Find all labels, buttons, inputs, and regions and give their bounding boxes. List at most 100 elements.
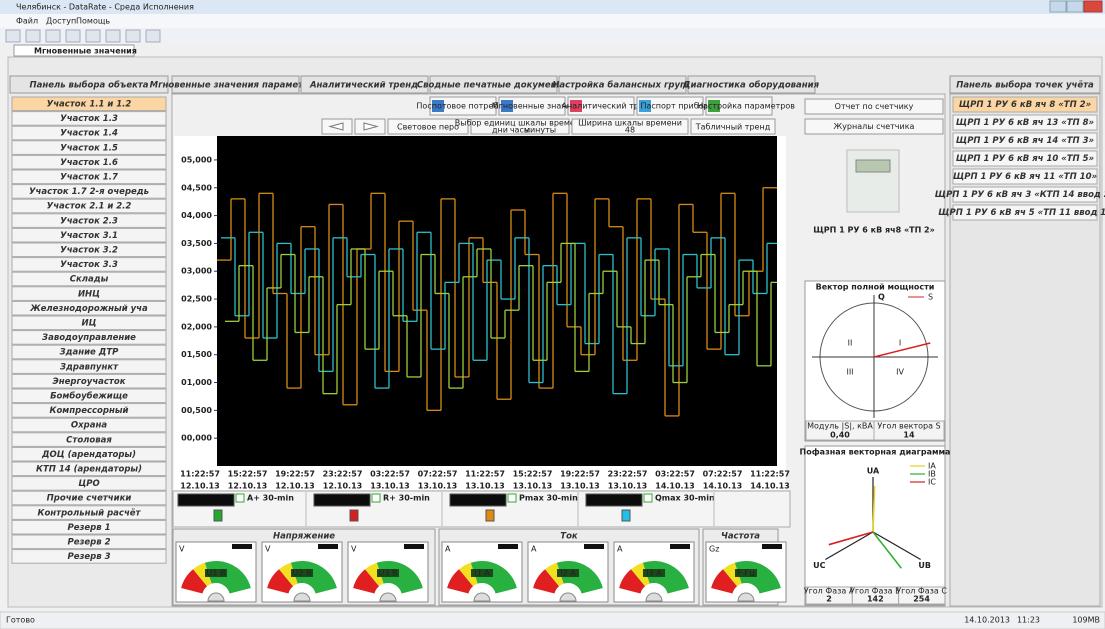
object-item-label: Здравпункт <box>60 362 119 372</box>
angle-value: 14 <box>903 431 915 440</box>
gauge-label: U1 В <box>207 569 226 578</box>
x-tick-date: 12.10.13 <box>323 482 362 491</box>
channel-checkbox <box>236 494 244 502</box>
x-tick-date: 14.10.13 <box>703 482 742 491</box>
meter-item-label: ЩРП 1 РУ 6 кВ яч 5 «ТП 11 ввод 1» <box>938 208 1105 218</box>
status-text: Готово <box>6 616 35 625</box>
object-item-label: Участок 3.3 <box>60 260 118 270</box>
gauge-label: I3 А <box>646 569 662 578</box>
toolbar <box>0 28 1105 44</box>
object-item-label: Резерв 3 <box>67 552 110 562</box>
meter-button-label: Журналы счетчика <box>834 122 915 131</box>
toolbar-button[interactable] <box>26 30 40 42</box>
x-tick-date: 13.10.13 <box>513 482 552 491</box>
quadrant-label: IV <box>896 368 904 377</box>
object-item-label: Участок 1.6 <box>60 158 118 168</box>
power-vector-title: Вектор полной мощности <box>816 283 935 292</box>
phase-angle-value: 142 <box>867 595 884 604</box>
quadrant-label: III <box>846 368 853 377</box>
object-item-label: Охрана <box>71 421 107 431</box>
x-tick-time: 19:22:57 <box>275 470 315 479</box>
object-item-label: КТП 14 (арендаторы) <box>36 465 142 475</box>
channel-display <box>450 494 506 506</box>
toolbar-button[interactable] <box>86 30 100 42</box>
close-button[interactable] <box>1084 1 1102 12</box>
meter-item-label: ЩРП 1 РУ 6 кВ яч 14 «ТП 3» <box>956 136 1094 146</box>
q-axis-label: Q <box>878 293 885 302</box>
power-vector-panel <box>805 281 945 441</box>
module-value: 0,40 <box>830 431 850 440</box>
gauge-readout <box>762 544 782 549</box>
object-item-label: Участок 1.7 2-я очередь <box>29 187 149 197</box>
object-item-label: ДОЦ (арендаторы) <box>41 450 136 460</box>
units-option[interactable]: минуты <box>524 126 556 135</box>
object-item-label: Железнодорожный уча <box>29 304 148 314</box>
object-item-label: ИЦ <box>82 319 97 329</box>
object-item-label: Столовая <box>66 435 112 445</box>
top-tab-label: Мгновенные значения параметров <box>150 81 321 91</box>
menu-item[interactable]: Помощь <box>76 17 110 26</box>
y-tick-label: 02,000 <box>181 322 212 331</box>
object-item-label: ЦРО <box>78 479 99 489</box>
angle-label: Угол вектора S <box>877 422 940 431</box>
toolbar-button[interactable] <box>6 30 20 42</box>
s-legend-label: S <box>928 293 933 302</box>
voltage-label: UA <box>867 467 880 476</box>
channel-name: Pmax 30-min <box>519 494 578 503</box>
toolbar-button[interactable] <box>46 30 60 42</box>
object-item-label: ИНЦ <box>78 289 100 299</box>
left-panel-title: Панель выбора объекта <box>29 80 148 91</box>
channel-name: Qmax 30-min <box>655 494 715 503</box>
channel-color <box>486 510 494 521</box>
toolbar-button[interactable] <box>66 30 80 42</box>
pen-button-label: Световое перо <box>397 123 459 132</box>
gauge-unit: A <box>617 545 623 554</box>
meter-photo <box>847 150 899 212</box>
meter-item-label: ЩРП 1 РУ 6 кВ яч 13 «ТП 8» <box>956 118 1094 128</box>
channel-display <box>314 494 370 506</box>
y-tick-label: 03,000 <box>181 267 212 276</box>
object-item-label: Энергоучасток <box>53 377 126 387</box>
gauge-label: F Гц <box>737 569 755 578</box>
meter-item-label: ЩРП 1 РУ 6 кВ яч 11 «ТП 10» <box>953 172 1097 182</box>
x-tick-date: 12.10.13 <box>180 482 219 491</box>
top-tab-label: Настройка балансных групп <box>552 80 692 91</box>
meter-item-label: ЩРП 1 РУ 6 кВ яч 10 «ТП 5» <box>956 154 1094 164</box>
y-tick-label: 00,000 <box>181 434 212 443</box>
top-tab-label: Сводные печатные документы <box>417 81 570 91</box>
x-tick-time: 03:22:57 <box>370 470 410 479</box>
x-tick-date: 13.10.13 <box>608 482 647 491</box>
object-item-label: Участок 3.2 <box>60 246 118 256</box>
units-option[interactable]: дни <box>492 126 508 135</box>
toolbar-button[interactable] <box>146 30 160 42</box>
channel-checkbox <box>372 494 380 502</box>
width-value: 48 <box>625 126 635 135</box>
x-tick-date: 12.10.13 <box>228 482 267 491</box>
x-tick-date: 13.10.13 <box>560 482 599 491</box>
toolbar-button[interactable] <box>126 30 140 42</box>
x-tick-time: 07:22:57 <box>703 470 743 479</box>
meter-screen <box>856 160 890 172</box>
x-tick-time: 03:22:57 <box>655 470 695 479</box>
document-tab-label: Мгновенные значения <box>34 47 137 56</box>
gauge-group-title: Частота <box>721 532 760 542</box>
gauge-readout <box>232 544 252 549</box>
object-item-label: Резерв 1 <box>67 523 110 533</box>
status-memory: 109MB <box>1072 616 1100 625</box>
minimize-button[interactable] <box>1050 1 1066 12</box>
y-tick-label: 04,500 <box>181 183 212 192</box>
object-item-label: Склады <box>70 275 109 285</box>
channel-checkbox <box>508 494 516 502</box>
phase-title: Пофазная векторная диаграмма <box>800 448 951 457</box>
gauge-unit: Gz <box>709 545 719 554</box>
gauge-unit: V <box>265 545 271 554</box>
channel-name: A+ 30-min <box>247 494 294 503</box>
object-item-label: Компрессорный <box>50 406 129 416</box>
toolbar-button[interactable] <box>106 30 120 42</box>
channel-checkbox <box>644 494 652 502</box>
maximize-button[interactable] <box>1067 1 1083 12</box>
menu-item[interactable]: Доступ <box>46 17 76 26</box>
menu-item[interactable]: Файл <box>16 17 38 26</box>
x-tick-time: 15:22:57 <box>513 470 553 479</box>
status-time: 11:23 <box>1017 616 1040 625</box>
